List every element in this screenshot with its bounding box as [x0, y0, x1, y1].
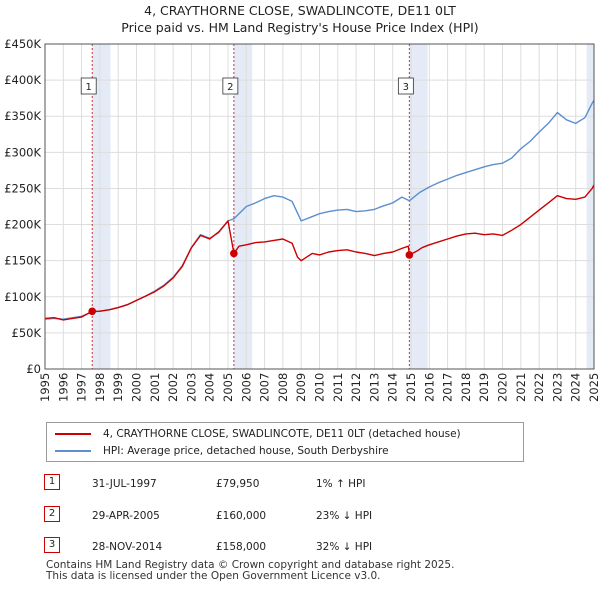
sale-badge-box — [80, 77, 97, 95]
y-tick-label: £250K — [4, 181, 41, 195]
y-tick-label: £0 — [26, 362, 41, 376]
y-tick-label: £300K — [4, 145, 41, 159]
sale-date: 31-JUL-1997 — [92, 478, 157, 490]
x-tick-label: 2007 — [258, 373, 272, 402]
sale-price: £79,950 — [216, 478, 260, 490]
sale-hpi-diff: 32% ↓ HPI — [316, 541, 373, 553]
x-tick-label: 1999 — [111, 373, 125, 402]
x-tick-label: 2021 — [514, 373, 528, 402]
legend-swatch-hpi — [55, 450, 91, 452]
x-tick-label: 2000 — [130, 373, 144, 402]
x-tick-label: 2024 — [569, 373, 583, 402]
sale-price: £160,000 — [216, 510, 267, 522]
legend-item-price: 4, CRAYTHORNE CLOSE, SWADLINCOTE, DE11 0… — [55, 426, 461, 442]
y-tick-label: £350K — [4, 109, 41, 123]
x-tick-label: 2003 — [184, 373, 198, 402]
sale-badge-box — [397, 77, 414, 95]
legend-label-price: 4, CRAYTHORNE CLOSE, SWADLINCOTE, DE11 0… — [103, 428, 461, 440]
sale-hpi-diff: 23% ↓ HPI — [316, 510, 373, 522]
x-tick-label: 2009 — [294, 373, 308, 402]
y-tick-label: £200K — [4, 218, 41, 232]
y-tick-label: £50K — [12, 326, 42, 340]
x-tick-label: 1997 — [75, 373, 89, 402]
sale-period-shade — [92, 44, 111, 369]
x-tick-label: 2010 — [313, 373, 327, 402]
sale-hpi-diff: 1% ↑ HPI — [316, 478, 366, 490]
x-tick-label: 2006 — [239, 373, 253, 402]
sale-badge-box — [222, 77, 239, 95]
price-paid-line — [44, 184, 595, 321]
sale-point — [405, 251, 414, 259]
price-chart: 1 2 3 £0 £50K £100K £150K £200K £250K £300K £350K £… — [4, 37, 600, 402]
plot-border — [44, 43, 595, 370]
sale-badge-label: 3 — [403, 82, 409, 93]
sale-period-shade — [409, 44, 428, 369]
x-tick-label: 2011 — [331, 373, 345, 402]
x-tick-label: 2018 — [459, 373, 473, 402]
x-tick-label: 2004 — [203, 373, 217, 402]
x-tick-label: 2023 — [550, 373, 564, 402]
x-tick-label: 2005 — [221, 373, 235, 402]
x-tick-label: 2015 — [404, 373, 418, 402]
x-tick-label: 2020 — [496, 373, 510, 402]
sale-badge: 3 — [44, 537, 60, 553]
x-tick-label: 2019 — [477, 373, 491, 402]
sale-badge-label: 2 — [227, 82, 233, 93]
x-tick-label: 2012 — [349, 373, 363, 402]
legend-item-hpi: HPI: Average price, detached house, Sout… — [55, 443, 389, 459]
x-tick-label: 1996 — [56, 373, 70, 402]
sale-date: 28-NOV-2014 — [92, 541, 163, 553]
x-tick-label: 2001 — [148, 373, 162, 402]
x-tick-label: 2014 — [386, 373, 400, 402]
sale-point — [88, 307, 97, 316]
x-tick-label: 2013 — [367, 373, 381, 402]
y-tick-label: £450K — [4, 37, 41, 51]
legend-label-hpi: HPI: Average price, detached house, Sout… — [103, 445, 389, 457]
x-tick-label: 2025 — [587, 373, 600, 402]
footer-licence: This data is licensed under the Open Gov… — [46, 570, 381, 582]
x-tick-label: 2016 — [422, 373, 436, 402]
x-tick-label: 2008 — [276, 373, 290, 402]
legend-swatch-price — [55, 433, 91, 435]
x-tick-label: 1998 — [93, 373, 107, 402]
chart-legend: 4, CRAYTHORNE CLOSE, SWADLINCOTE, DE11 0… — [46, 422, 524, 462]
x-tick-label: 2002 — [166, 373, 180, 402]
sale-badge: 2 — [44, 506, 60, 522]
footer: Contains HM Land Registry data © Crown c… — [46, 560, 454, 582]
y-tick-label: £100K — [4, 290, 41, 304]
sale-badge: 1 — [44, 474, 60, 490]
sale-point — [230, 249, 238, 258]
x-tick-label: 2017 — [441, 373, 455, 402]
y-tick-label: £150K — [4, 254, 41, 268]
sale-price: £158,000 — [216, 541, 267, 553]
sale-period-shade — [233, 44, 253, 369]
footer-copyright: Contains HM Land Registry data © Crown c… — [46, 559, 455, 571]
sale-date: 29-APR-2005 — [92, 510, 160, 522]
title-line-2: Price paid vs. HM Land Registry's House … — [121, 20, 479, 35]
title-line-1: 4, CRAYTHORNE CLOSE, SWADLINCOTE, DE11 0… — [144, 3, 456, 18]
chart-title: 4, CRAYTHORNE CLOSE, SWADLINCOTE, DE11 0… — [0, 2, 600, 36]
y-tick-label: £400K — [4, 73, 41, 87]
latest-period-shade — [586, 44, 594, 369]
sale-badge-label: 1 — [86, 82, 92, 93]
x-tick-label: 1995 — [38, 373, 52, 402]
x-tick-label: 2022 — [532, 373, 546, 402]
